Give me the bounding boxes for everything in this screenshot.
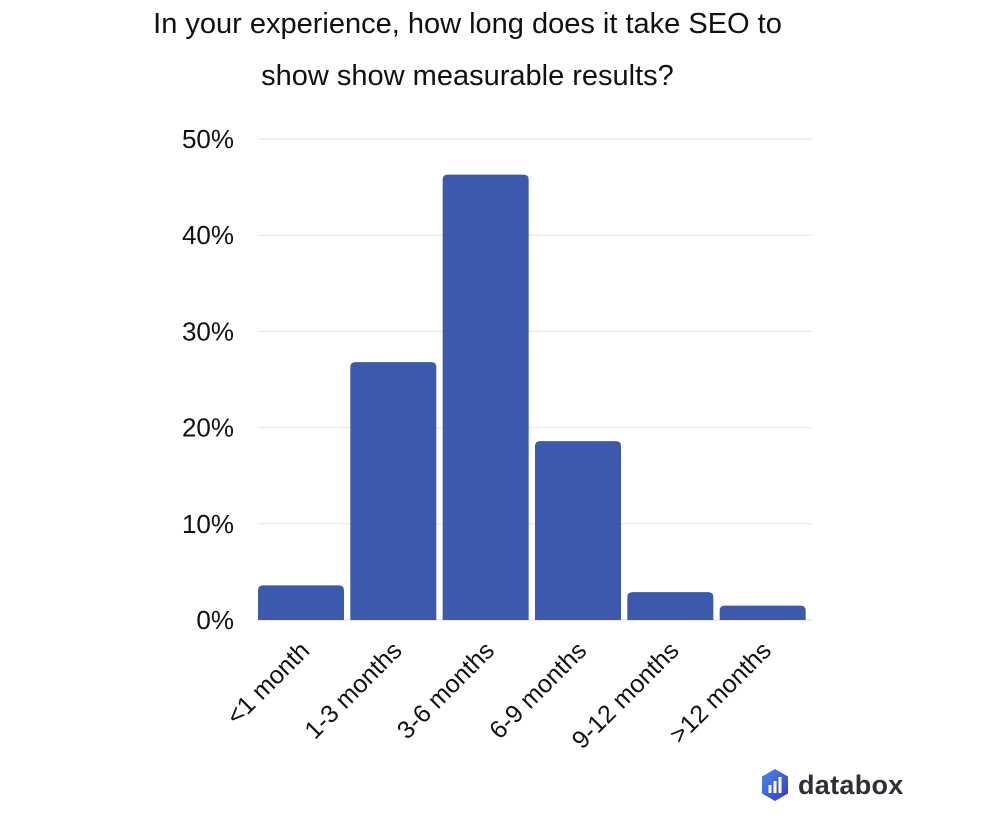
y-tick-label: 20% [182,413,234,443]
bar [535,441,621,620]
x-tick-label: 1-3 months [299,636,407,744]
x-tick-label: <1 month [221,636,315,730]
bar [627,592,714,620]
y-tick-label: 0% [196,605,234,635]
y-tick-label: 40% [182,220,234,250]
y-tick-label: 10% [182,509,234,539]
databox-logo: databox [760,768,904,802]
databox-logo-text: databox [798,769,904,800]
bar [719,605,806,620]
bar [442,174,529,620]
chart-title-line-1: In your experience, how long does it tak… [153,8,782,40]
chart-title-line-2: show show measurable results? [261,60,674,92]
bar [350,362,437,620]
y-tick-label: 30% [182,316,234,346]
y-tick-label: 50% [182,124,234,154]
bar [258,585,344,620]
databox-logo-icon [762,769,788,801]
x-tick-label: 3-6 months [392,636,500,744]
